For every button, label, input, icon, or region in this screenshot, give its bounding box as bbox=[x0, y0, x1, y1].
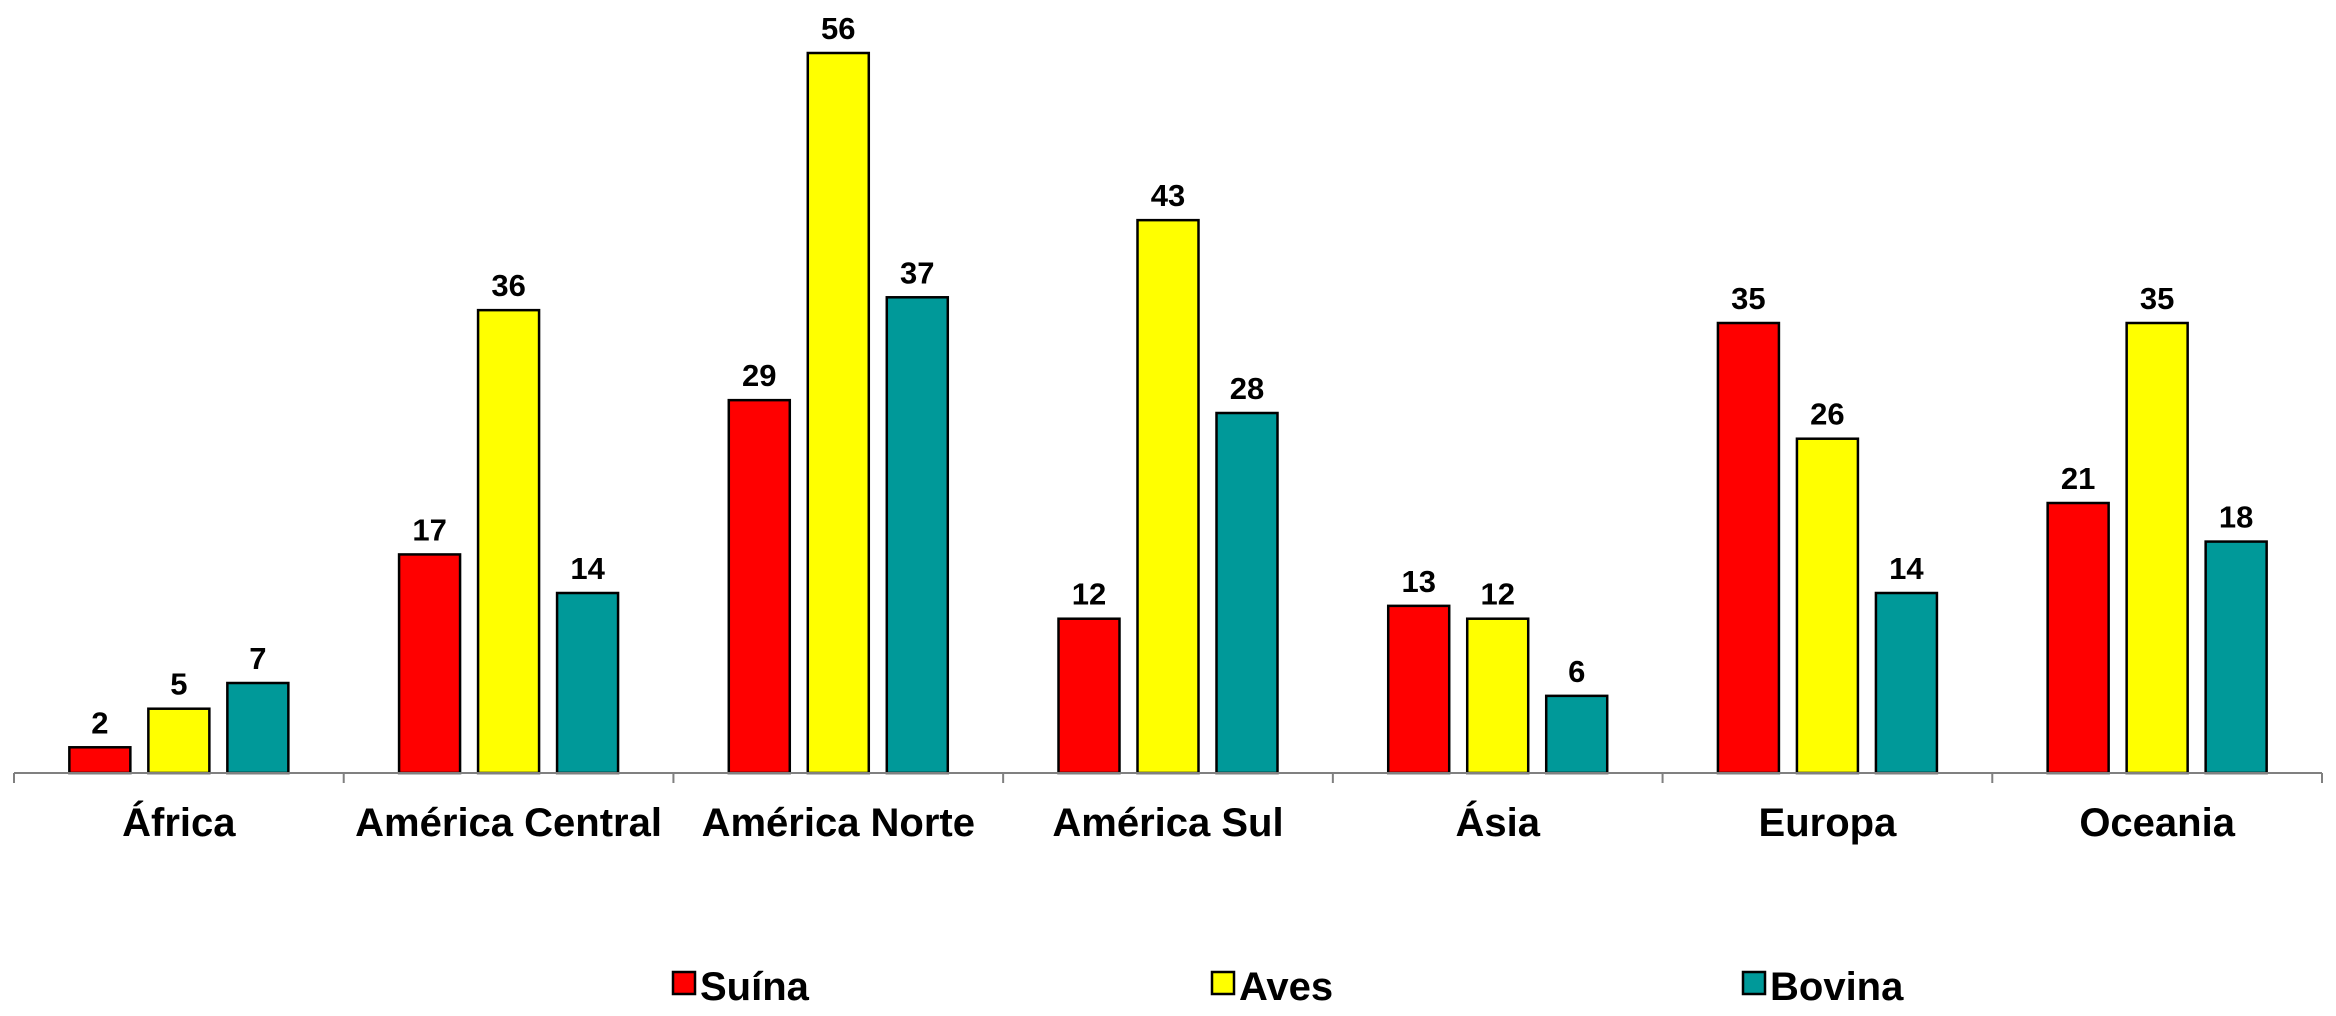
data-label-bovina-america-central: 14 bbox=[570, 551, 605, 586]
category-label-asia: Ásia bbox=[1455, 800, 1540, 845]
legend-item-aves: Aves bbox=[1210, 965, 1333, 1009]
data-label-suina-oceania: 21 bbox=[2061, 461, 2095, 496]
bar-suina-europa bbox=[1716, 321, 1781, 775]
category-label-america-norte: América Norte bbox=[702, 801, 975, 845]
data-label-suina-europa: 35 bbox=[1731, 281, 1765, 316]
bar-suina-africa bbox=[68, 746, 132, 775]
legend-item-bovina: Bovina bbox=[1741, 965, 1904, 1009]
data-label-bovina-asia: 6 bbox=[1568, 654, 1585, 689]
category-label-europa: Europa bbox=[1759, 801, 1898, 845]
legend-label-aves: Aves bbox=[1239, 965, 1333, 1009]
bar-bovina-asia bbox=[1544, 694, 1609, 775]
data-label-bovina-europa: 14 bbox=[1889, 551, 1924, 586]
legend-swatch-suina bbox=[671, 970, 697, 996]
category-label-america-sul: América Sul bbox=[1052, 801, 1283, 845]
data-label-aves-america-norte: 56 bbox=[821, 11, 855, 46]
data-label-aves-oceania: 35 bbox=[2140, 281, 2174, 316]
value-labels-group: 2 5 7 17 36 14 29 56 37 12 43 28 13 12 6 35 26 14 21 35 18 bbox=[91, 11, 2253, 740]
data-label-suina-asia: 13 bbox=[1401, 564, 1435, 599]
data-label-bovina-america-sul: 28 bbox=[1230, 371, 1264, 406]
bar-suina-america-sul bbox=[1057, 617, 1121, 775]
data-label-bovina-africa: 7 bbox=[249, 641, 266, 676]
data-label-aves-africa: 5 bbox=[170, 667, 187, 702]
bar-aves-asia bbox=[1465, 617, 1530, 775]
bar-bovina-oceania bbox=[2204, 540, 2268, 775]
category-label-africa: África bbox=[122, 800, 236, 845]
data-label-bovina-america-norte: 37 bbox=[900, 255, 934, 290]
bar-aves-america-central bbox=[476, 308, 541, 775]
bar-bovina-america-central bbox=[555, 591, 620, 775]
data-label-suina-africa: 2 bbox=[91, 705, 108, 740]
data-label-suina-america-norte: 29 bbox=[742, 358, 776, 393]
data-label-aves-europa: 26 bbox=[1810, 397, 1844, 432]
bar-aves-america-norte bbox=[806, 51, 871, 775]
legend-swatch-aves bbox=[1210, 970, 1236, 996]
legend-label-bovina: Bovina bbox=[1770, 965, 1904, 1009]
data-label-aves-america-sul: 43 bbox=[1151, 178, 1185, 213]
bar-aves-america-sul bbox=[1136, 218, 1200, 775]
bar-suina-america-norte bbox=[727, 398, 792, 775]
bar-bovina-europa bbox=[1874, 591, 1939, 775]
data-label-aves-asia: 12 bbox=[1480, 577, 1514, 612]
legend-swatch-bovina bbox=[1741, 970, 1767, 996]
data-label-aves-america-central: 36 bbox=[491, 268, 525, 303]
category-label-america-central: América Central bbox=[355, 801, 662, 845]
legend-label-suina: Suína bbox=[700, 965, 810, 1009]
bar-aves-oceania bbox=[2125, 321, 2189, 775]
bar-bovina-america-sul bbox=[1215, 411, 1279, 775]
data-label-bovina-oceania: 18 bbox=[2219, 500, 2253, 535]
bar-bovina-africa bbox=[226, 681, 290, 775]
x-axis-ticks bbox=[13, 773, 2323, 783]
bar-aves-europa bbox=[1795, 437, 1860, 775]
bar-suina-oceania bbox=[2046, 501, 2110, 775]
category-labels-group: África América Central América Norte Améric… bbox=[122, 800, 2236, 845]
bars-group bbox=[68, 51, 2268, 775]
category-label-oceania: Oceania bbox=[2079, 801, 2235, 845]
bar-suina-america-central bbox=[397, 553, 462, 775]
data-label-suina-america-central: 17 bbox=[412, 512, 446, 547]
bar-aves-africa bbox=[147, 707, 211, 775]
bar-bovina-america-norte bbox=[885, 296, 950, 775]
legend-item-suina: Suína bbox=[671, 965, 810, 1009]
legend: Suína Aves Bovina bbox=[671, 965, 1904, 1009]
data-label-suina-america-sul: 12 bbox=[1072, 577, 1106, 612]
bar-suina-asia bbox=[1386, 604, 1451, 775]
